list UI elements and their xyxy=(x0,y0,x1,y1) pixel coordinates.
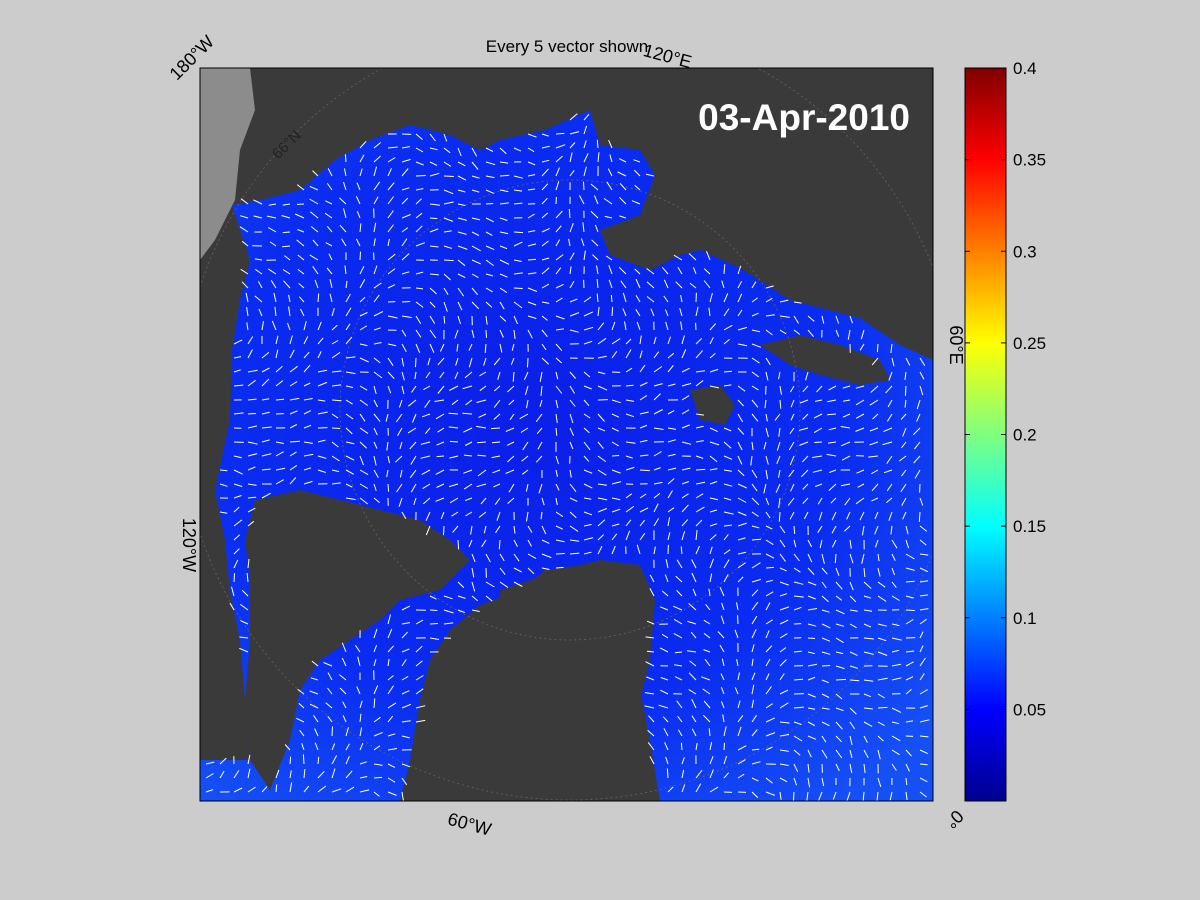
lon-label-0: 0° xyxy=(941,806,967,832)
map-frame xyxy=(199,67,934,802)
colorbar-tick-label: 0.35 xyxy=(1013,151,1046,170)
land-siberia xyxy=(640,68,933,350)
colorbar-tick-label: 0.1 xyxy=(1013,609,1037,628)
colorbar-tick-label: 0.15 xyxy=(1013,517,1046,536)
vector-strokes xyxy=(205,113,930,801)
colorbar-tick-label: 0.3 xyxy=(1013,242,1037,261)
lon-label-120w: 120°W xyxy=(179,518,199,572)
land-grey-region xyxy=(200,68,255,260)
colorbar-tick-label: 0.05 xyxy=(1013,700,1046,719)
colorbar-ticks: 0.05 0.1 0.15 0.2 0.25 0.3 0.35 0.4 xyxy=(965,59,1046,802)
ice-motion-vectors xyxy=(205,113,930,801)
colorbar: 0.05 0.1 0.15 0.2 0.25 0.3 0.35 0.4 xyxy=(964,59,1046,802)
lon-label-60e: 60°E xyxy=(946,325,966,364)
lon-label-60w: 60°W xyxy=(446,809,494,840)
land-archipelago xyxy=(245,490,470,790)
colorbar-tick-label: 0.2 xyxy=(1013,426,1037,445)
figure-title: Every 5 vector shown xyxy=(486,37,649,56)
map-panel: 03-Apr-2010 xyxy=(200,68,933,801)
graticule-circle xyxy=(339,179,801,641)
colorbar-tick-label: 0.25 xyxy=(1013,334,1046,353)
land-greenland xyxy=(490,570,650,801)
colorbar-gradient xyxy=(964,67,1007,802)
date-label: 03-Apr-2010 xyxy=(698,97,910,138)
colorbar-tick-label: 0.4 xyxy=(1013,59,1037,78)
lon-label-120e: 120°E xyxy=(641,40,694,72)
sea-ice-region xyxy=(200,110,933,801)
land-novaya-zemlya xyxy=(760,335,890,385)
